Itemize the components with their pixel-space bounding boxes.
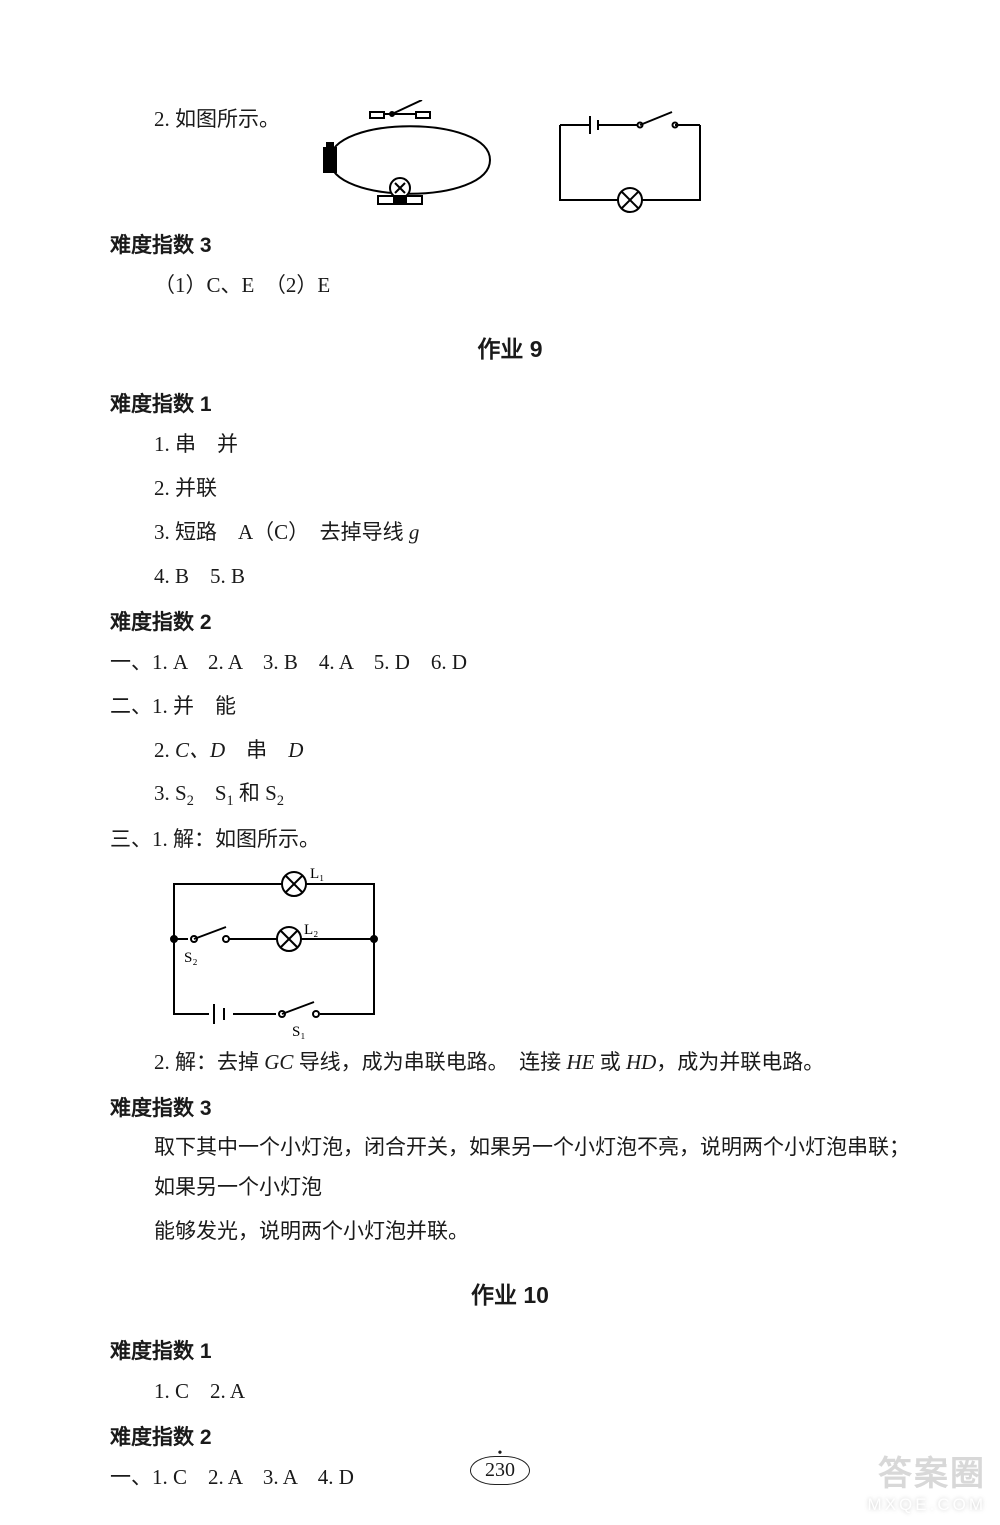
hw9-diff1-heading: 难度指数 1: [110, 385, 910, 425]
hw9-d2-l3: 2. C、D 串 D: [110, 731, 910, 771]
hw9-d2-l5: 三、1. 解：如图所示。: [110, 820, 910, 860]
hw10-diff1-heading: 难度指数 1: [110, 1332, 910, 1372]
svg-text:L₁: L₁: [310, 866, 324, 882]
hw9-title: 作业 9: [110, 328, 910, 372]
hw9-d3-l2: 能够发光，说明两个小灯泡并联。: [110, 1212, 910, 1252]
watermark: 答案圈 MXQE.COM: [868, 1446, 986, 1515]
circuit-schematic-2: L₁ S₂ L₂: [110, 864, 910, 1039]
hw10-d1-l1: 1. C 2. A: [110, 1372, 910, 1412]
difficulty-3-answer: （1）C、E （2）E: [110, 266, 910, 306]
hw9-d2-l2: 二、1. 并 能: [110, 687, 910, 727]
circuit-schematic-1: [540, 100, 720, 220]
hw9-d2-l4: 3. S2 S1 和 S2: [110, 774, 910, 815]
hw10-title: 作业 10: [110, 1274, 910, 1318]
circuit-pictorial: [300, 100, 520, 220]
hw10-diff2-heading: 难度指数 2: [110, 1418, 910, 1458]
hw9-d2-l1: 一、1. A 2. A 3. B 4. A 5. D 6. D: [110, 643, 910, 683]
svg-text:L₂: L₂: [304, 922, 318, 938]
hw9-d1-l3: 3. 短路 A（C） 去掉导线 g: [110, 513, 910, 553]
hw9-d2-l6: 2. 解：去掉 GC 导线，成为串联电路。 连接 HE 或 HD，成为并联电路。: [110, 1043, 910, 1083]
difficulty-3-heading: 难度指数 3: [110, 226, 910, 266]
q2-text: 2. 如图所示。: [154, 100, 280, 140]
page-number: 230: [0, 1456, 1000, 1485]
hw9-diff3-heading: 难度指数 3: [110, 1089, 910, 1129]
hw9-d1-l4: 4. B 5. B: [110, 557, 910, 597]
svg-text:S₂: S₂: [184, 950, 198, 966]
svg-text:S₁: S₁: [292, 1024, 306, 1039]
hw9-d1-l1: 1. 串 并: [110, 425, 910, 465]
hw9-d3-l1: 取下其中一个小灯泡，闭合开关，如果另一个小灯泡不亮，说明两个小灯泡串联；如果另一…: [110, 1128, 910, 1208]
hw9-d1-l2: 2. 并联: [110, 469, 910, 509]
hw9-diff2-heading: 难度指数 2: [110, 603, 910, 643]
